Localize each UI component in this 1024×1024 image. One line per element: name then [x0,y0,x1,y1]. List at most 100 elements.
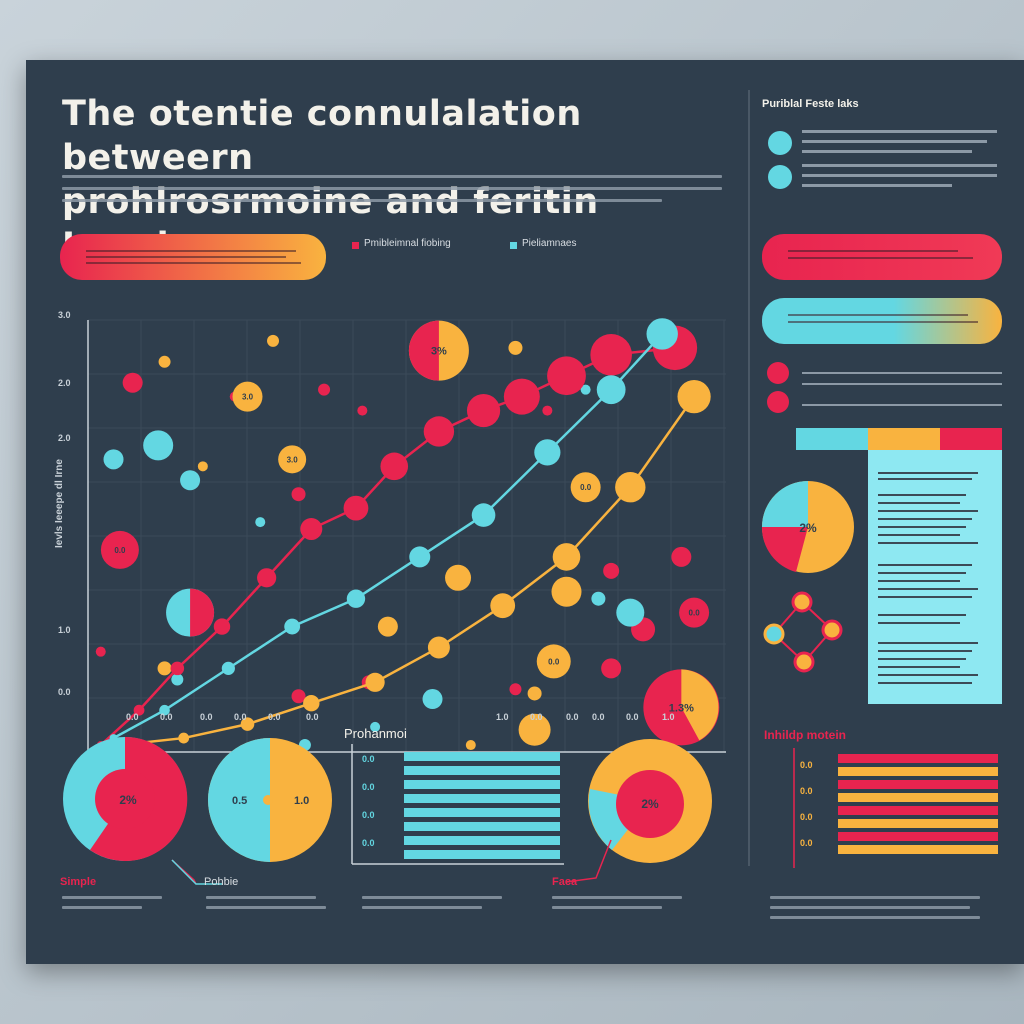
bottom-pie-2-right: 1.0 [294,795,309,807]
scatter-point [603,562,620,579]
labelled-bubble [679,597,710,628]
scatter-point [318,383,331,396]
scatter-point [291,487,306,502]
x-tick: 0.0 [626,712,639,722]
caption-text-line [62,896,162,899]
scatter-point [551,576,582,607]
card-text-line [878,642,978,644]
data-point [646,318,678,350]
caption-text-line [206,896,316,899]
caption-text-line [770,916,980,919]
caption-text-line [362,896,502,899]
scatter-point [445,564,472,591]
labelled-bubble [536,644,571,679]
bullet-text-line [802,130,997,133]
hbar [838,754,998,763]
molecule-icon [763,591,843,673]
scatter-point [591,591,606,606]
legend-swatch-cyan [510,242,517,249]
data-point [300,518,323,541]
bubble-label: 0.0 [580,483,592,492]
hbar-label: 0.0 [800,760,813,770]
bubble-label: 0.0 [548,657,560,666]
card-text-line [878,614,966,616]
bullet-text-line [802,372,1002,374]
info-card [868,450,1002,704]
pill-line [86,256,286,258]
strip-red [940,428,1002,450]
title-line-1: The otentie connulalation betweern [62,94,582,178]
x-tick: 1.0 [496,712,509,722]
hbar [838,793,998,802]
chart-pie-slice [408,320,439,381]
right-pie-slice [681,669,719,741]
x-tick: 0.0 [268,712,281,722]
scatter-point [255,517,266,528]
subtitle-line [62,187,722,190]
bullet-text-line [802,383,1002,385]
card-text-line [878,478,972,480]
card-text-line [878,588,978,590]
pill-line [86,262,301,264]
strip-orange [868,428,940,450]
data-point [534,439,561,466]
bullet-text-line [802,174,997,177]
x-tick: 0.0 [566,712,579,722]
x-tick: 0.0 [126,712,139,722]
side-pie: 2% [761,481,854,573]
data-point [213,618,231,635]
caption-text-line [770,896,980,899]
hbar [838,780,998,789]
scatter-point [157,661,172,676]
x-axis-label: Prohanmoi [344,726,407,741]
scatter-point [616,598,645,627]
card-text-line [878,494,966,496]
card-text-line [878,472,978,474]
x-tick: 0.0 [306,712,319,722]
hbar [838,806,998,815]
card-text-line [878,674,978,676]
scatter-point [95,646,106,657]
bottom-pie-1: 2% [63,736,188,861]
legend-swatch-red [352,242,359,249]
mini-pie-slice [190,588,215,637]
bubble-label: 0.0 [689,609,701,618]
hbar [404,752,560,761]
bubble-label: 3.0 [242,393,254,402]
scatter-point [527,686,542,701]
data-point [677,380,711,414]
scatter-point [171,673,184,686]
bullet-text-line [802,140,987,143]
data-point [466,393,501,428]
series-line [119,395,696,747]
pill-line [788,321,978,323]
y-tick: 3.0 [58,310,71,320]
caption-connectors [171,839,612,885]
data-point [552,543,581,571]
pill-line [788,250,958,252]
side-card [796,428,1002,704]
poster: The otentie connulalation betweern prohl… [26,60,1024,964]
card-text-line [878,510,978,512]
data-point [409,546,431,568]
side-pie-slice-cyan [762,481,808,527]
scatter-point [601,658,622,679]
card-text-line [878,682,972,684]
x-tick: 1.0 [662,712,675,722]
pill-line [788,257,973,259]
data-point [547,356,586,396]
x-tick: 0.0 [200,712,213,722]
hbar [404,850,560,859]
hbar [404,836,560,845]
caption-text-line [552,906,662,909]
series-line [112,333,664,740]
scatter-point [377,616,398,637]
scatter-point [122,372,143,393]
bottom-pie-2-left: 0.5 [232,795,247,807]
pill-line [86,250,296,252]
y-tick: 2.0 [58,433,71,443]
card-text-line [878,564,972,566]
bullet-dot [767,362,789,384]
card-text-line [878,534,960,536]
scatter-point [158,355,171,368]
